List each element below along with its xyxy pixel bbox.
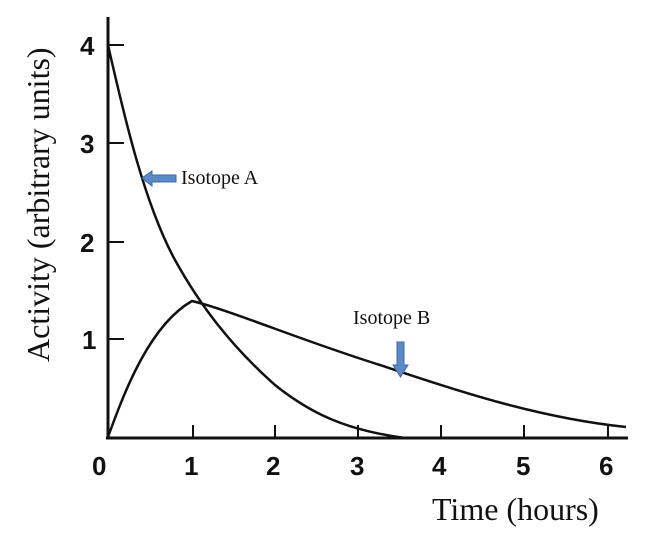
y-tick-label-2: 2 [80,228,94,258]
isotope-a-label: Isotope A [181,167,259,189]
y-tick-label-4: 4 [80,31,95,61]
isotope-b-curve [106,299,627,438]
x-ticks [192,425,609,438]
x-tick-label-2: 2 [266,451,280,481]
x-axis-title: Time (hours) [432,491,599,527]
x-tick-label-0: 0 [92,451,106,481]
isotope-b-label: Isotope B [353,307,430,329]
y-ticks [108,44,124,340]
y-tick-label-3: 3 [80,129,94,159]
isotope-b-arrow-icon [392,341,409,378]
x-tick-label-5: 5 [516,451,530,481]
isotope-a-arrow-icon [141,170,177,188]
y-axis-title: Activity (arbitrary units) [20,47,56,362]
y-tick-label-1: 1 [82,325,96,355]
x-tick-label-4: 4 [432,451,447,481]
x-tick-label-1: 1 [184,451,198,481]
x-tick-label-3: 3 [350,451,364,481]
x-tick-label-6: 6 [599,451,613,481]
isotope-a-curve [106,44,406,440]
